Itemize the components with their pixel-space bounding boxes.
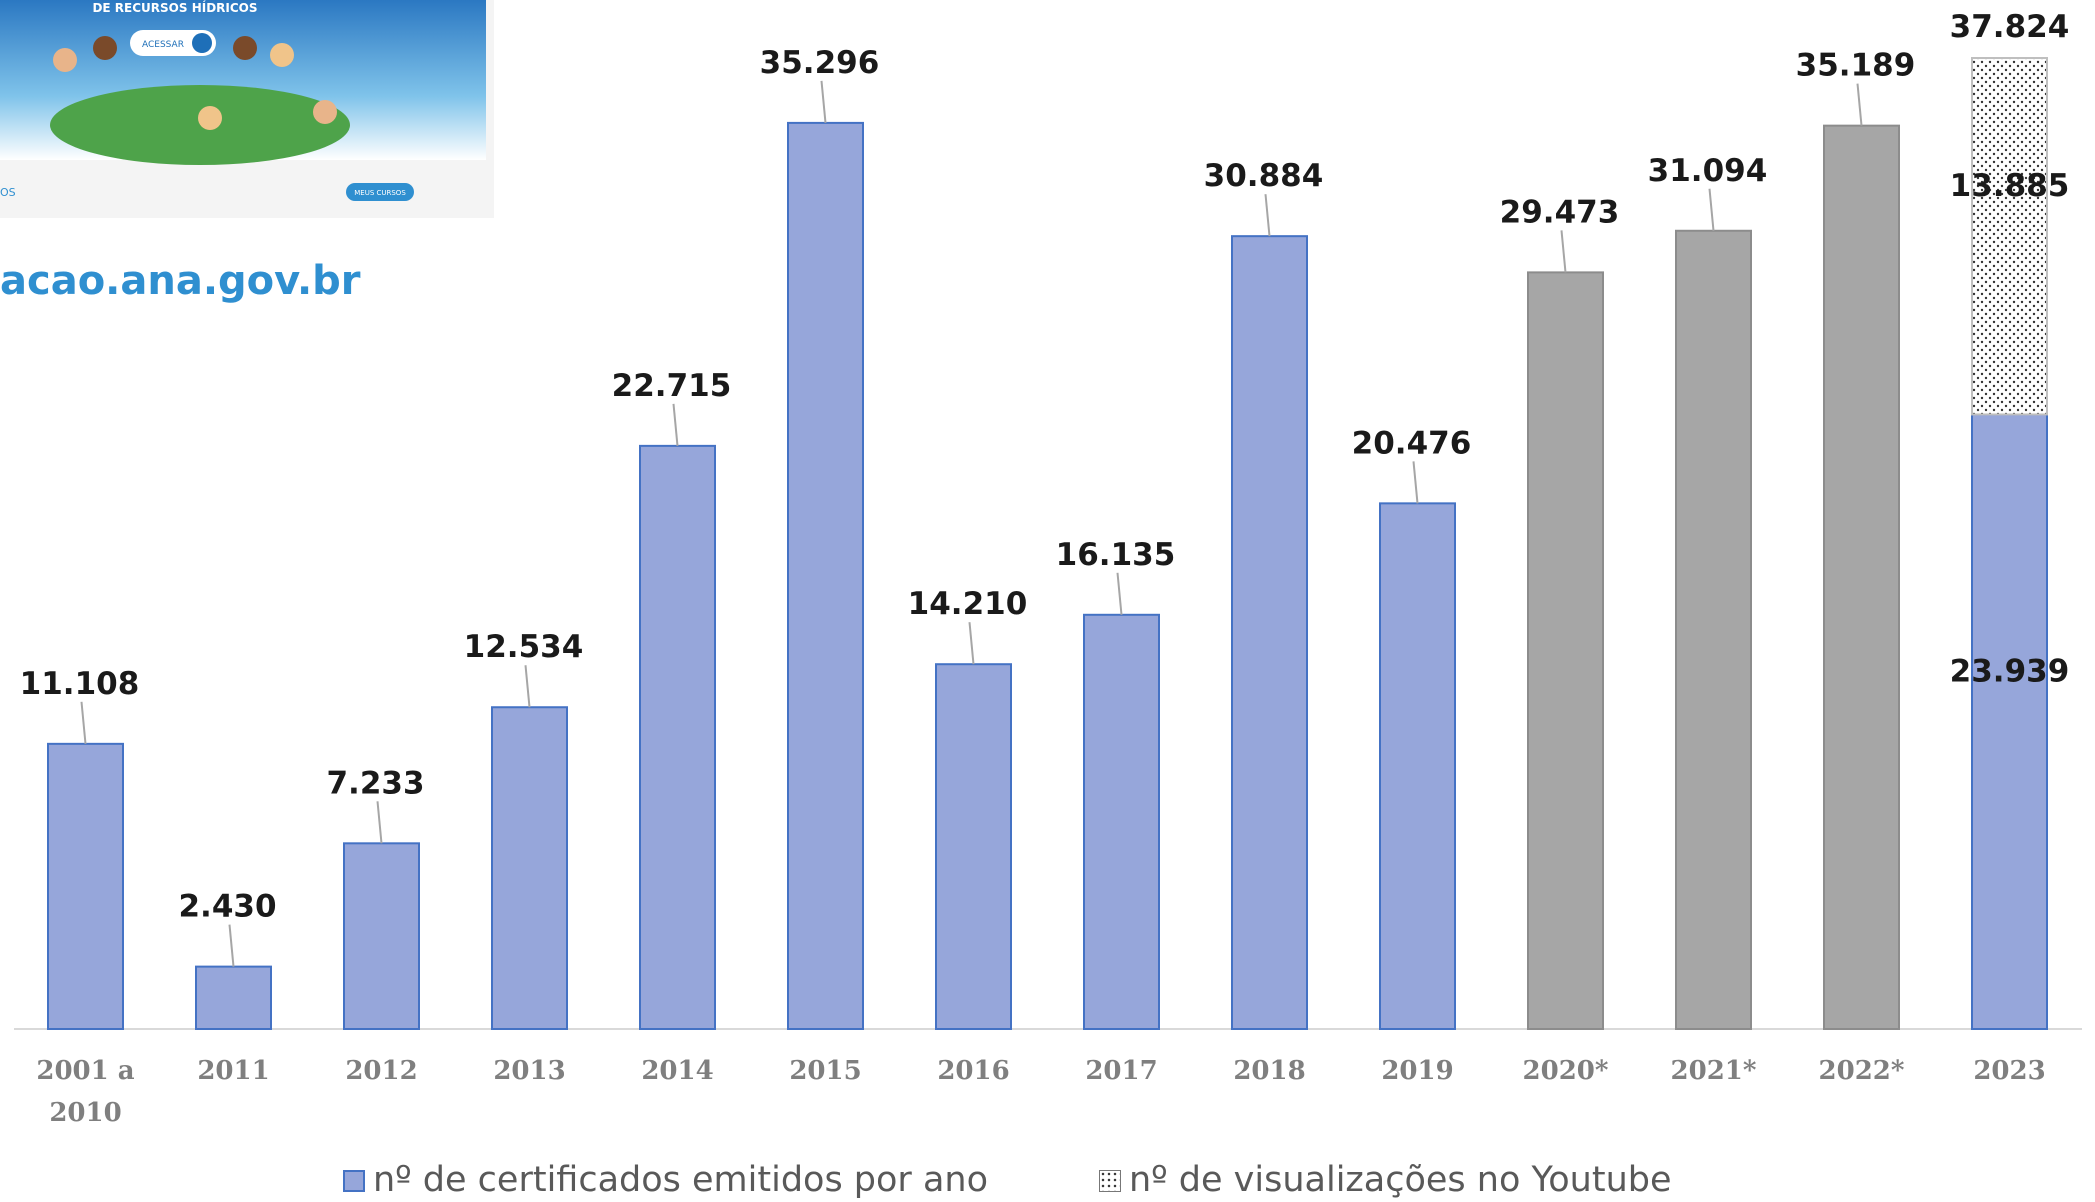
leader-line — [378, 801, 382, 843]
inset-figure — [313, 100, 337, 124]
value-label: 16.135 — [1056, 537, 1176, 573]
inset-figure — [53, 48, 77, 72]
value-label: 31.094 — [1648, 153, 1768, 189]
x-tick-label: 2014 — [613, 1050, 743, 1092]
x-tick-label: 2001 a 2010 — [21, 1050, 151, 1134]
value-label: 7.233 — [326, 765, 424, 801]
bar — [196, 967, 271, 1029]
bar — [1084, 615, 1159, 1029]
x-tick-label: 2015 — [761, 1050, 891, 1092]
value-label: 14.210 — [908, 586, 1028, 622]
x-tick-label: 2017 — [1057, 1050, 1187, 1092]
bar — [48, 744, 123, 1029]
x-tick-label: 2013 — [465, 1050, 595, 1092]
inset-button-icon — [192, 33, 212, 53]
x-tick-label: 2018 — [1205, 1050, 1335, 1092]
bar — [1972, 58, 2047, 414]
value-label: 22.715 — [612, 368, 732, 404]
x-tick-label: 2016 — [909, 1050, 1039, 1092]
bar — [1676, 231, 1751, 1029]
bar — [344, 843, 419, 1029]
x-tick-label: 2011 — [169, 1050, 299, 1092]
x-tick-label: 2012 — [317, 1050, 447, 1092]
value-label: 30.884 — [1204, 158, 1324, 194]
x-tick-label: 2019 — [1353, 1050, 1483, 1092]
leader-line — [1710, 189, 1714, 231]
inset-figure — [270, 43, 294, 67]
value-label: 11.108 — [20, 666, 140, 702]
bar — [1824, 126, 1899, 1029]
leader-line — [526, 665, 530, 707]
value-label: 23.939 — [1950, 654, 2070, 690]
x-tick-label: 2023 — [1945, 1050, 2075, 1092]
inset-figure — [198, 106, 222, 130]
leader-line — [1266, 194, 1270, 236]
inset-hill — [50, 85, 350, 165]
legend-swatch — [1099, 1170, 1121, 1192]
leader-line — [970, 622, 974, 664]
leader-line — [822, 81, 826, 123]
legend-text: nº de certificados emitidos por ano — [373, 1160, 988, 1200]
legend-text: nº de visualizações no Youtube — [1129, 1160, 1672, 1200]
inset-courses-text: MEUS CURSOS — [354, 189, 406, 197]
leader-line — [1414, 461, 1418, 503]
value-label: 35.296 — [760, 45, 880, 81]
inset-figure — [93, 36, 117, 60]
leader-line — [674, 404, 678, 446]
inset-button-text: ACESSAR — [142, 40, 184, 50]
leader-line — [1118, 573, 1122, 615]
inset-banner: DE RECURSOS HÍDRICOS — [92, 0, 257, 15]
bar — [492, 707, 567, 1029]
legend-entry: nº de visualizações no Youtube — [1099, 1160, 1672, 1200]
bar — [1232, 236, 1307, 1029]
inset-left-text: OS — [0, 186, 16, 199]
chart: ACESSAR DE RECURSOS HÍDRICOS MEUS CURSOS… — [0, 0, 2095, 1202]
value-label: 35.189 — [1796, 48, 1916, 84]
total-label: 37.824 — [1950, 9, 2070, 45]
x-tick-label: 2021* — [1649, 1050, 1779, 1092]
leader-line — [1858, 84, 1862, 126]
leader-line — [82, 702, 86, 744]
value-label: 2.430 — [178, 889, 276, 925]
legend-swatch — [343, 1170, 365, 1192]
legend-entry: nº de certificados emitidos por ano — [343, 1160, 988, 1200]
inset-screenshot: ACESSAR DE RECURSOS HÍDRICOS MEUS CURSOS… — [0, 0, 494, 304]
url-text: acao.ana.gov.br — [0, 258, 361, 304]
x-tick-label: 2022* — [1797, 1050, 1927, 1092]
leader-line — [1562, 230, 1566, 272]
bar — [1380, 503, 1455, 1029]
value-label: 20.476 — [1352, 425, 1472, 461]
value-label: 12.534 — [464, 629, 584, 665]
value-label: 13.885 — [1950, 168, 2070, 204]
inset-figure — [233, 36, 257, 60]
bar — [1972, 414, 2047, 1029]
bar — [936, 664, 1011, 1029]
value-label: 29.473 — [1500, 194, 1620, 230]
bar — [1528, 272, 1603, 1029]
leader-line — [230, 925, 234, 967]
bar — [788, 123, 863, 1029]
page: ACESSAR DE RECURSOS HÍDRICOS MEUS CURSOS… — [0, 0, 2095, 1202]
bar — [640, 446, 715, 1029]
x-tick-label: 2020* — [1501, 1050, 1631, 1092]
